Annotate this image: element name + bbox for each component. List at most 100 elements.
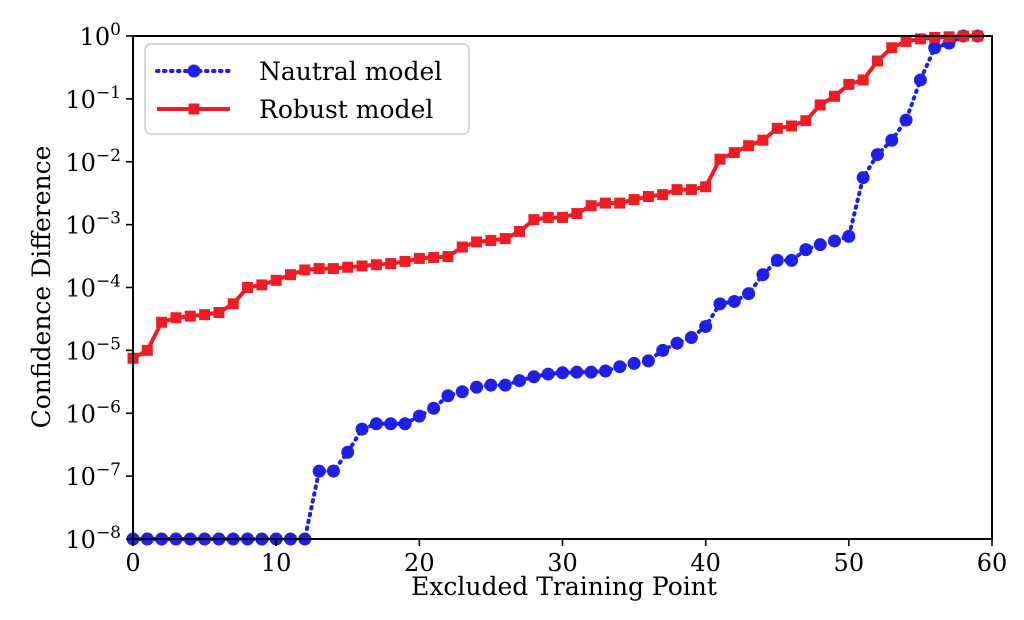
data-point bbox=[585, 200, 597, 212]
y-tick-label: 10−1 bbox=[65, 83, 121, 114]
data-point bbox=[556, 366, 569, 380]
data-point bbox=[842, 229, 856, 243]
data-point bbox=[728, 147, 740, 159]
series-layer bbox=[126, 29, 985, 546]
data-point bbox=[584, 365, 598, 379]
data-point bbox=[270, 274, 282, 286]
data-point bbox=[913, 73, 927, 87]
data-point bbox=[370, 259, 382, 271]
data-point bbox=[627, 356, 641, 370]
legend-marker-2 bbox=[188, 103, 200, 115]
data-point bbox=[528, 214, 540, 226]
data-point bbox=[184, 310, 196, 322]
data-point bbox=[442, 251, 454, 263]
data-point bbox=[341, 445, 355, 459]
series-2 bbox=[127, 30, 984, 364]
x-tick-label: 60 bbox=[977, 549, 1008, 577]
data-point bbox=[441, 389, 455, 403]
x-tick-label: 40 bbox=[690, 549, 721, 577]
data-point bbox=[871, 55, 883, 67]
y-tick-label: 10−5 bbox=[65, 334, 121, 365]
data-point bbox=[757, 134, 769, 146]
data-point bbox=[471, 236, 483, 248]
data-point bbox=[771, 122, 783, 134]
legend-label-2: Robust model bbox=[259, 95, 433, 124]
data-point bbox=[141, 344, 153, 356]
data-point bbox=[899, 113, 913, 127]
axes-layer: 0 10 20 30 40 50 60 10−8 10−7 10−6 10−5 10−4 10−3 10−… bbox=[65, 20, 1007, 577]
data-point bbox=[928, 41, 942, 55]
data-point bbox=[284, 269, 296, 281]
data-point bbox=[786, 120, 798, 132]
data-point bbox=[356, 260, 368, 272]
data-point bbox=[870, 148, 884, 162]
data-point bbox=[714, 153, 726, 165]
data-point bbox=[642, 191, 654, 203]
data-point bbox=[685, 184, 697, 196]
data-point bbox=[856, 171, 870, 185]
legend-box bbox=[144, 43, 470, 135]
data-point bbox=[743, 140, 755, 152]
data-point bbox=[369, 417, 383, 431]
data-point bbox=[613, 360, 627, 374]
data-point bbox=[843, 78, 855, 90]
x-tick-label: 0 bbox=[125, 549, 140, 577]
data-point bbox=[484, 378, 498, 392]
data-point bbox=[170, 312, 182, 324]
data-point bbox=[242, 282, 254, 293]
data-point bbox=[727, 294, 741, 308]
data-point bbox=[885, 133, 899, 147]
data-point bbox=[227, 298, 239, 310]
data-point bbox=[385, 258, 397, 270]
data-point bbox=[670, 336, 684, 350]
x-tick-label: 10 bbox=[261, 549, 292, 577]
data-point bbox=[770, 253, 784, 267]
x-tick-label: 50 bbox=[834, 549, 865, 577]
data-point bbox=[571, 208, 583, 220]
data-point bbox=[900, 35, 912, 47]
data-point bbox=[499, 233, 511, 245]
data-point bbox=[671, 184, 683, 196]
data-point bbox=[828, 234, 842, 248]
data-point bbox=[384, 417, 398, 431]
y-tick-label: 10−3 bbox=[65, 209, 121, 240]
data-point bbox=[684, 331, 698, 345]
y-tick-label: 10−6 bbox=[65, 397, 121, 428]
y-tick-label: 10−8 bbox=[65, 523, 121, 554]
data-point bbox=[857, 74, 869, 86]
data-point bbox=[570, 365, 584, 379]
data-point bbox=[327, 263, 339, 275]
data-point bbox=[455, 385, 469, 399]
data-point bbox=[699, 319, 713, 333]
data-point bbox=[829, 90, 841, 102]
data-point bbox=[756, 268, 770, 282]
y-tick-label: 10−4 bbox=[65, 272, 121, 303]
data-point bbox=[700, 181, 712, 193]
data-point bbox=[456, 241, 468, 253]
data-point bbox=[299, 264, 311, 276]
data-point bbox=[498, 378, 512, 392]
data-point bbox=[470, 380, 484, 394]
data-point bbox=[641, 354, 655, 368]
data-point bbox=[514, 225, 526, 237]
data-point bbox=[427, 401, 441, 415]
data-point bbox=[398, 417, 412, 431]
data-point bbox=[614, 197, 626, 209]
data-point bbox=[342, 261, 354, 273]
y-tick-label: 10−7 bbox=[65, 460, 121, 491]
data-point bbox=[313, 263, 325, 275]
data-point bbox=[657, 189, 669, 201]
data-point bbox=[656, 343, 670, 357]
x-axis-title: Excluded Training Point bbox=[411, 572, 717, 601]
y-tick-label: 100 bbox=[80, 20, 121, 51]
data-point bbox=[412, 409, 426, 423]
data-point bbox=[813, 238, 827, 252]
data-point bbox=[628, 194, 640, 206]
data-point bbox=[799, 243, 813, 257]
legend-marker-1 bbox=[187, 64, 201, 78]
data-point bbox=[814, 99, 826, 111]
legend: Nautral model Robust model bbox=[144, 43, 470, 135]
data-point bbox=[785, 253, 799, 267]
data-point bbox=[199, 309, 211, 321]
